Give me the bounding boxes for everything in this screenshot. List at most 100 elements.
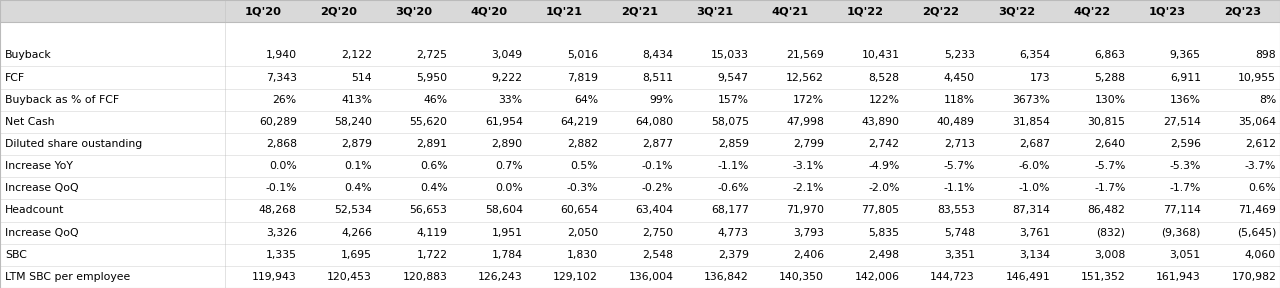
Text: 3673%: 3673% xyxy=(1012,95,1050,105)
Text: 46%: 46% xyxy=(424,95,448,105)
Text: 4,773: 4,773 xyxy=(718,228,749,238)
Text: 64,080: 64,080 xyxy=(635,117,673,127)
Text: 2,713: 2,713 xyxy=(943,139,975,149)
Text: 118%: 118% xyxy=(943,95,975,105)
Text: 3,051: 3,051 xyxy=(1170,250,1201,260)
Text: 4Q'21: 4Q'21 xyxy=(772,6,809,16)
Text: 129,102: 129,102 xyxy=(553,272,598,282)
Text: 61,954: 61,954 xyxy=(485,117,522,127)
Text: 161,943: 161,943 xyxy=(1156,272,1201,282)
Text: 10,431: 10,431 xyxy=(861,50,900,60)
Text: 3,008: 3,008 xyxy=(1094,250,1125,260)
Text: 5,288: 5,288 xyxy=(1094,73,1125,83)
Text: 48,268: 48,268 xyxy=(259,205,297,215)
Text: Headcount: Headcount xyxy=(5,205,64,215)
Text: 5,748: 5,748 xyxy=(943,228,975,238)
Text: 2,379: 2,379 xyxy=(718,250,749,260)
Text: 2,050: 2,050 xyxy=(567,228,598,238)
Text: 413%: 413% xyxy=(340,95,372,105)
Text: 2,877: 2,877 xyxy=(643,139,673,149)
Text: Increase QoQ: Increase QoQ xyxy=(5,183,79,193)
Text: 144,723: 144,723 xyxy=(931,272,975,282)
Text: -1.1%: -1.1% xyxy=(717,161,749,171)
Text: 8,434: 8,434 xyxy=(643,50,673,60)
Text: 12,562: 12,562 xyxy=(786,73,824,83)
Text: 2Q'20: 2Q'20 xyxy=(320,6,357,16)
Text: 10,955: 10,955 xyxy=(1238,73,1276,83)
Text: 898: 898 xyxy=(1256,50,1276,60)
Text: 0.4%: 0.4% xyxy=(344,183,372,193)
Text: 60,289: 60,289 xyxy=(259,117,297,127)
Text: 514: 514 xyxy=(352,73,372,83)
Text: 9,365: 9,365 xyxy=(1170,50,1201,60)
Text: 55,620: 55,620 xyxy=(410,117,448,127)
Text: FCF: FCF xyxy=(5,73,26,83)
Text: 9,547: 9,547 xyxy=(718,73,749,83)
Text: 3,134: 3,134 xyxy=(1019,250,1050,260)
Text: 3Q'20: 3Q'20 xyxy=(396,6,433,16)
Text: 1,695: 1,695 xyxy=(340,250,372,260)
Text: 2,882: 2,882 xyxy=(567,139,598,149)
Text: 122%: 122% xyxy=(868,95,900,105)
Text: 120,883: 120,883 xyxy=(403,272,448,282)
Text: 3,793: 3,793 xyxy=(794,228,824,238)
Text: 142,006: 142,006 xyxy=(855,272,900,282)
Text: 170,982: 170,982 xyxy=(1231,272,1276,282)
Text: 2,890: 2,890 xyxy=(492,139,522,149)
Text: 71,469: 71,469 xyxy=(1238,205,1276,215)
Bar xyxy=(0,0,1280,22)
Text: 2,750: 2,750 xyxy=(643,228,673,238)
Text: 2,596: 2,596 xyxy=(1170,139,1201,149)
Text: 4Q'22: 4Q'22 xyxy=(1073,6,1110,16)
Text: 2,548: 2,548 xyxy=(643,250,673,260)
Text: 63,404: 63,404 xyxy=(635,205,673,215)
Text: 2,742: 2,742 xyxy=(868,139,900,149)
Text: 2,879: 2,879 xyxy=(340,139,372,149)
Text: 4,266: 4,266 xyxy=(340,228,372,238)
Text: 3,326: 3,326 xyxy=(266,228,297,238)
Text: 136,004: 136,004 xyxy=(628,272,673,282)
Text: 86,482: 86,482 xyxy=(1088,205,1125,215)
Text: 8,528: 8,528 xyxy=(868,73,900,83)
Text: 5,016: 5,016 xyxy=(567,50,598,60)
Text: 173: 173 xyxy=(1029,73,1050,83)
Text: (9,368): (9,368) xyxy=(1161,228,1201,238)
Text: 2,122: 2,122 xyxy=(340,50,372,60)
Text: 71,970: 71,970 xyxy=(786,205,824,215)
Text: 3Q'21: 3Q'21 xyxy=(696,6,733,16)
Text: Buyback: Buyback xyxy=(5,50,52,60)
Text: 30,815: 30,815 xyxy=(1088,117,1125,127)
Text: Increase QoQ: Increase QoQ xyxy=(5,228,79,238)
Text: 2,687: 2,687 xyxy=(1019,139,1050,149)
Text: 58,075: 58,075 xyxy=(710,117,749,127)
Text: 1,335: 1,335 xyxy=(266,250,297,260)
Text: -0.6%: -0.6% xyxy=(717,183,749,193)
Text: 2,498: 2,498 xyxy=(868,250,900,260)
Text: 40,489: 40,489 xyxy=(937,117,975,127)
Text: 64%: 64% xyxy=(573,95,598,105)
Text: 87,314: 87,314 xyxy=(1012,205,1050,215)
Text: 120,453: 120,453 xyxy=(328,272,372,282)
Text: -5.3%: -5.3% xyxy=(1170,161,1201,171)
Text: 5,950: 5,950 xyxy=(416,73,448,83)
Text: 1,940: 1,940 xyxy=(266,50,297,60)
Text: -1.0%: -1.0% xyxy=(1019,183,1050,193)
Text: 140,350: 140,350 xyxy=(780,272,824,282)
Text: 60,654: 60,654 xyxy=(561,205,598,215)
Text: 157%: 157% xyxy=(718,95,749,105)
Text: 136,842: 136,842 xyxy=(704,272,749,282)
Text: 9,222: 9,222 xyxy=(492,73,522,83)
Text: 0.5%: 0.5% xyxy=(571,161,598,171)
Text: -2.0%: -2.0% xyxy=(868,183,900,193)
Text: 2,859: 2,859 xyxy=(718,139,749,149)
Text: 0.4%: 0.4% xyxy=(420,183,448,193)
Text: 2,891: 2,891 xyxy=(416,139,448,149)
Text: 64,219: 64,219 xyxy=(561,117,598,127)
Text: (5,645): (5,645) xyxy=(1236,228,1276,238)
Text: 2,868: 2,868 xyxy=(266,139,297,149)
Text: 56,653: 56,653 xyxy=(410,205,448,215)
Text: 43,890: 43,890 xyxy=(861,117,900,127)
Text: -0.1%: -0.1% xyxy=(643,161,673,171)
Text: 6,354: 6,354 xyxy=(1019,50,1050,60)
Text: 26%: 26% xyxy=(273,95,297,105)
